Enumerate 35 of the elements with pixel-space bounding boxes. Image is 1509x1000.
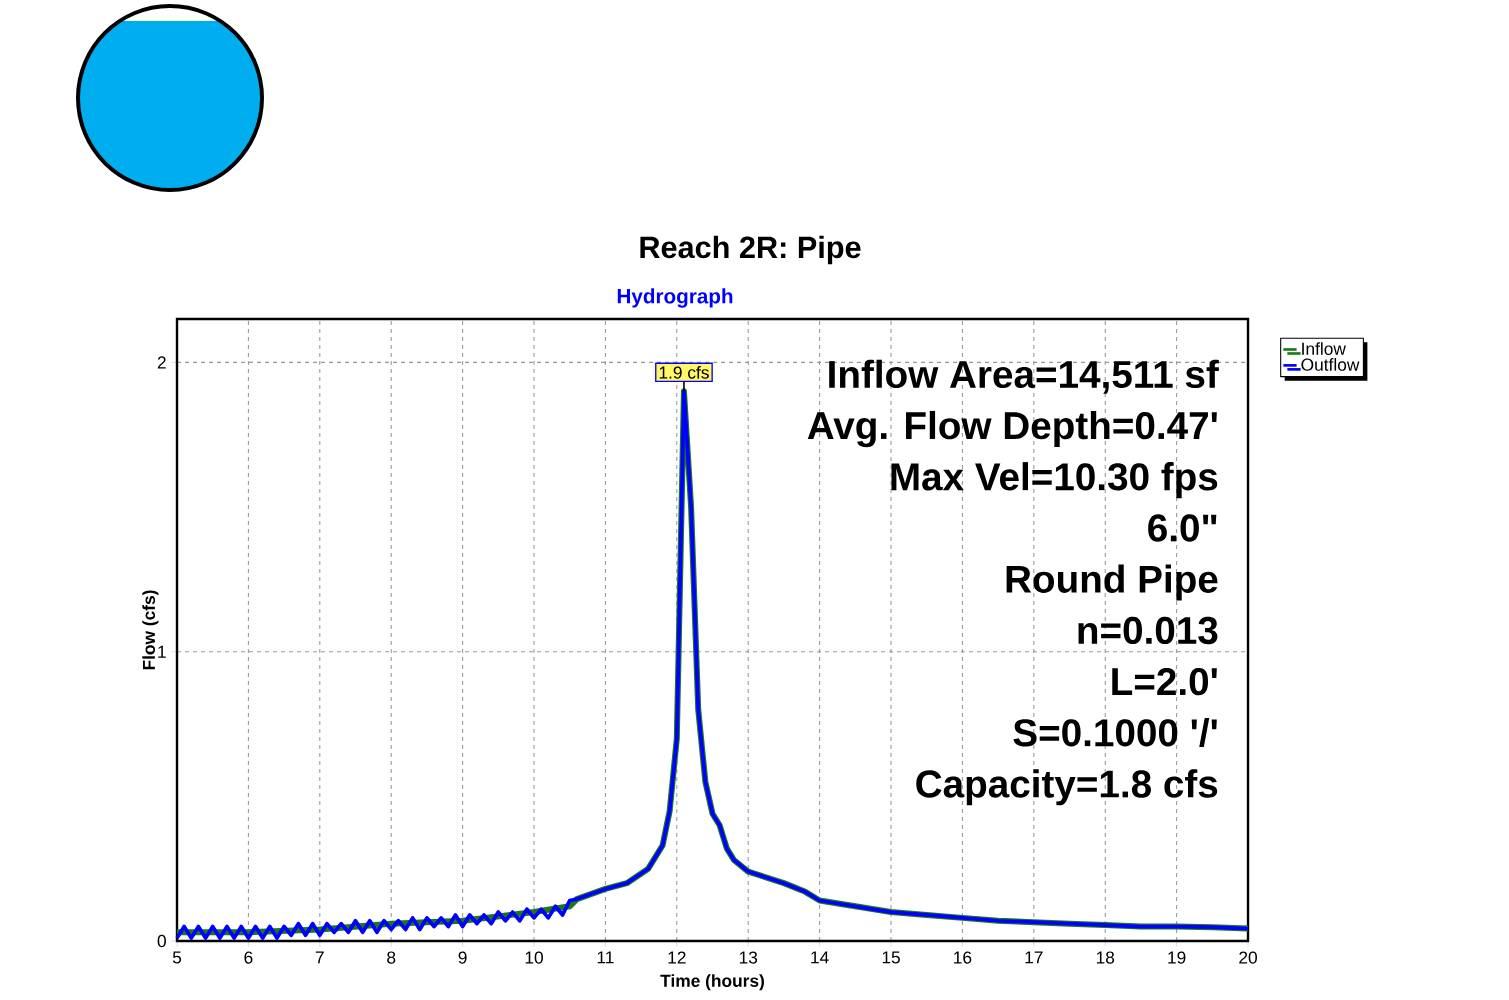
annotation: Max Vel=10.30 fps bbox=[891, 462, 1218, 499]
x-axis-title: Time (hours) bbox=[660, 974, 764, 991]
x-tick-label: 11 bbox=[597, 951, 614, 964]
x-tick-label: 14 bbox=[811, 951, 829, 964]
annotation: Avg. Flow Depth=0.47' bbox=[807, 410, 1217, 448]
x-tick-label: 19 bbox=[1168, 951, 1186, 964]
x-tick-label: 16 bbox=[954, 951, 972, 964]
x-tick-label: 13 bbox=[739, 951, 758, 964]
legend-label: Inflow bbox=[1302, 342, 1346, 355]
y-tick-label: 1 bbox=[158, 645, 166, 658]
annotation: S=0.1000 '/' bbox=[1013, 718, 1217, 747]
x-tick-label: 5 bbox=[172, 951, 182, 964]
x-tick-label: 18 bbox=[1096, 951, 1115, 964]
legend-label: Outflow bbox=[1301, 358, 1360, 371]
y-axis-title: Flow (cfs) bbox=[142, 590, 159, 670]
x-tick-label: 17 bbox=[1025, 951, 1043, 964]
chart-subtitle: Hydrograph bbox=[617, 288, 733, 308]
annotation: Round Pipe bbox=[1006, 564, 1218, 601]
chart-title: Reach 2R: Pipe bbox=[640, 235, 861, 265]
x-tick-label: 8 bbox=[387, 951, 396, 964]
y-tick-label: 2 bbox=[157, 356, 166, 369]
x-tick-label: 6 bbox=[244, 951, 253, 964]
annotation: n=0.013 bbox=[1078, 616, 1218, 645]
x-tick-label: 7 bbox=[315, 951, 324, 964]
annotation: 1.9 cfs bbox=[659, 365, 709, 379]
annotation: Capacity=1.8 cfs bbox=[916, 769, 1218, 806]
annotation: 6.0" bbox=[1148, 514, 1217, 542]
x-tick-label: 12 bbox=[668, 951, 686, 964]
y-tick-label: 0 bbox=[157, 934, 166, 948]
x-tick-label: 20 bbox=[1239, 951, 1257, 964]
x-tick-label: 9 bbox=[458, 951, 467, 964]
annotation: L=2.0' bbox=[1112, 667, 1217, 696]
annotation: Inflow Area=14,511 sf bbox=[829, 359, 1219, 394]
x-tick-label: 10 bbox=[525, 951, 543, 964]
x-tick-label: 15 bbox=[882, 951, 900, 964]
